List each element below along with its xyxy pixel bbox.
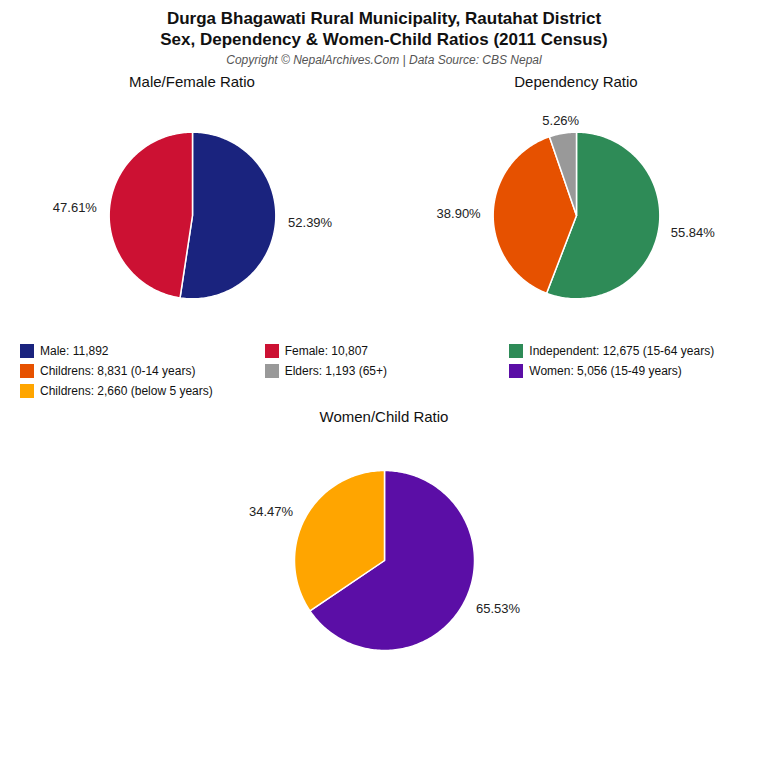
html-text:Male/Female Ratio: Male/Female Ratio bbox=[129, 73, 255, 90]
svg-text:38.90%: 38.90% bbox=[437, 206, 482, 221]
html-text:Elders: 1,193 (65+): Elders: 1,193 (65+) bbox=[284, 364, 388, 378]
svg-text:47.61%: 47.61% bbox=[53, 200, 98, 215]
html-text:Childrens: 8,831 (0-14 years): Childrens: 8,831 (0-14 years) bbox=[40, 364, 196, 378]
html-text:Women/Child Ratio: Women/Child Ratio bbox=[319, 408, 449, 425]
html-text:Sex, Dependency & Women-Child: Sex, Dependency & Women-Child Ratios (20… bbox=[160, 30, 608, 49]
svg-text:52.39%: 52.39% bbox=[288, 215, 333, 230]
html-text:Copyright © NepalArchives.Com: Copyright © NepalArchives.Com | Data Sou… bbox=[226, 53, 542, 67]
html-text:Dependency Ratio: Dependency Ratio bbox=[514, 73, 638, 90]
svg-text:34.47%: 34.47% bbox=[249, 504, 294, 519]
html-text:Female: 10,807: Female: 10,807 bbox=[284, 344, 368, 358]
html-text:Male: 11,892: Male: 11,892 bbox=[40, 344, 109, 358]
html-text:Independent: 12,675 (15-64 yea: Independent: 12,675 (15-64 years) bbox=[529, 344, 715, 358]
svg-text:65.53%: 65.53% bbox=[476, 601, 521, 616]
html-text:Durga Bhagawati Rural Municipa: Durga Bhagawati Rural Municipality, Raut… bbox=[166, 9, 602, 28]
svg-text:55.84%: 55.84% bbox=[671, 225, 716, 240]
svg-text:5.26%: 5.26% bbox=[542, 113, 579, 128]
html-text:Women: 5,056 (15-49 years): Women: 5,056 (15-49 years) bbox=[529, 364, 682, 378]
html-text:Childrens: 2,660 (below 5 year: Childrens: 2,660 (below 5 years) bbox=[40, 384, 213, 398]
